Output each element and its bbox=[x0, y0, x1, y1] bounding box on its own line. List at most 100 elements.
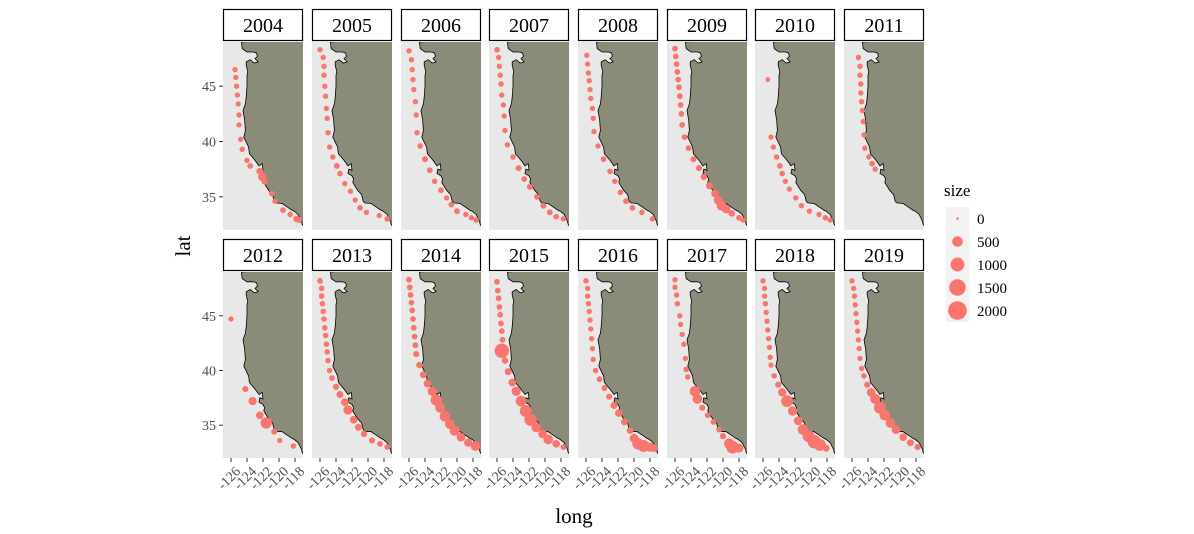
land-polygon bbox=[595, 272, 658, 455]
data-point bbox=[290, 443, 297, 449]
data-point bbox=[322, 332, 329, 339]
data-point bbox=[342, 180, 348, 187]
data-point bbox=[674, 69, 681, 75]
data-point bbox=[242, 386, 249, 393]
facet-strip-label: 2015 bbox=[509, 245, 549, 267]
land-polygon bbox=[329, 272, 392, 455]
facet-strip-label: 2007 bbox=[509, 15, 549, 37]
data-point bbox=[673, 292, 680, 298]
data-point bbox=[552, 439, 561, 448]
data-point bbox=[322, 93, 329, 99]
facet-strip-label: 2011 bbox=[864, 15, 903, 37]
data-point bbox=[587, 86, 593, 93]
land-polygon bbox=[240, 272, 303, 455]
facet-2010: 2010 bbox=[754, 8, 836, 230]
facet-2006: 2006 bbox=[400, 8, 482, 230]
facet-2008: 2008 bbox=[577, 8, 659, 230]
data-point bbox=[235, 101, 241, 107]
data-point bbox=[454, 208, 460, 215]
data-point bbox=[793, 416, 803, 426]
data-point bbox=[592, 367, 599, 374]
data-point bbox=[435, 402, 446, 413]
data-point bbox=[856, 345, 862, 352]
data-point bbox=[384, 216, 391, 222]
data-point bbox=[560, 216, 567, 222]
data-point bbox=[607, 168, 613, 175]
data-point bbox=[409, 307, 416, 314]
data-point bbox=[236, 112, 242, 118]
data-point bbox=[412, 99, 419, 105]
data-point bbox=[363, 209, 370, 215]
data-point bbox=[676, 93, 683, 100]
data-point bbox=[679, 331, 685, 338]
data-point bbox=[499, 92, 505, 98]
data-point bbox=[496, 304, 503, 310]
facet-strip bbox=[488, 8, 570, 42]
data-point bbox=[560, 444, 567, 450]
data-point bbox=[261, 178, 268, 185]
data-point bbox=[531, 422, 542, 433]
data-point bbox=[515, 165, 522, 172]
data-point bbox=[406, 284, 413, 291]
data-point bbox=[719, 433, 727, 440]
data-point bbox=[244, 157, 250, 163]
data-point bbox=[761, 285, 768, 292]
facet-strip bbox=[222, 8, 304, 42]
data-point bbox=[323, 105, 330, 112]
data-point bbox=[584, 285, 591, 292]
data-point bbox=[857, 355, 863, 362]
data-point bbox=[368, 437, 376, 444]
data-point bbox=[498, 320, 504, 327]
data-point bbox=[494, 278, 500, 285]
data-point bbox=[417, 143, 424, 149]
data-point bbox=[456, 432, 466, 442]
data-point bbox=[414, 130, 420, 136]
data-point bbox=[782, 178, 789, 184]
data-point bbox=[324, 115, 330, 121]
data-point bbox=[906, 439, 914, 447]
y-axis-title: lat bbox=[171, 235, 195, 256]
data-point bbox=[318, 293, 325, 299]
facet-2004: 2004 bbox=[222, 8, 304, 230]
data-point bbox=[272, 198, 278, 204]
data-point bbox=[587, 317, 593, 323]
data-point bbox=[413, 351, 420, 358]
land-polygon bbox=[240, 42, 303, 227]
facet-strip-label: 2014 bbox=[421, 245, 461, 267]
data-point bbox=[798, 203, 805, 209]
data-point bbox=[591, 128, 597, 135]
data-point bbox=[775, 381, 782, 388]
data-point bbox=[673, 61, 680, 67]
facet-strip bbox=[754, 8, 836, 42]
data-point bbox=[872, 166, 878, 172]
y-tick-label: 40 bbox=[202, 364, 216, 379]
facet-2009: 2009 bbox=[666, 8, 748, 230]
data-point bbox=[408, 299, 415, 306]
data-point bbox=[260, 417, 272, 429]
data-point bbox=[255, 411, 264, 420]
facet-strip bbox=[577, 8, 659, 42]
data-point bbox=[786, 186, 793, 192]
facet-2005: 2005 bbox=[311, 8, 393, 230]
facet-strip-label: 2013 bbox=[332, 245, 372, 267]
data-point bbox=[526, 183, 533, 190]
data-point bbox=[695, 165, 703, 172]
data-point bbox=[768, 134, 774, 140]
data-point bbox=[853, 310, 859, 317]
y-tick-label: 40 bbox=[202, 136, 216, 151]
data-point bbox=[740, 217, 746, 223]
data-point bbox=[672, 45, 678, 52]
data-point bbox=[320, 308, 327, 315]
data-point bbox=[822, 444, 830, 452]
data-point bbox=[540, 202, 547, 209]
data-point bbox=[765, 327, 771, 333]
data-point bbox=[504, 368, 512, 376]
data-point bbox=[233, 74, 239, 81]
y-axis: 35 40 45 35 40 45 bbox=[202, 80, 223, 434]
data-point bbox=[766, 344, 773, 351]
data-point bbox=[710, 419, 717, 425]
facet-strip-label: 2006 bbox=[421, 15, 461, 37]
data-point bbox=[768, 362, 774, 368]
facet-strip bbox=[666, 8, 748, 42]
data-point bbox=[614, 409, 623, 417]
